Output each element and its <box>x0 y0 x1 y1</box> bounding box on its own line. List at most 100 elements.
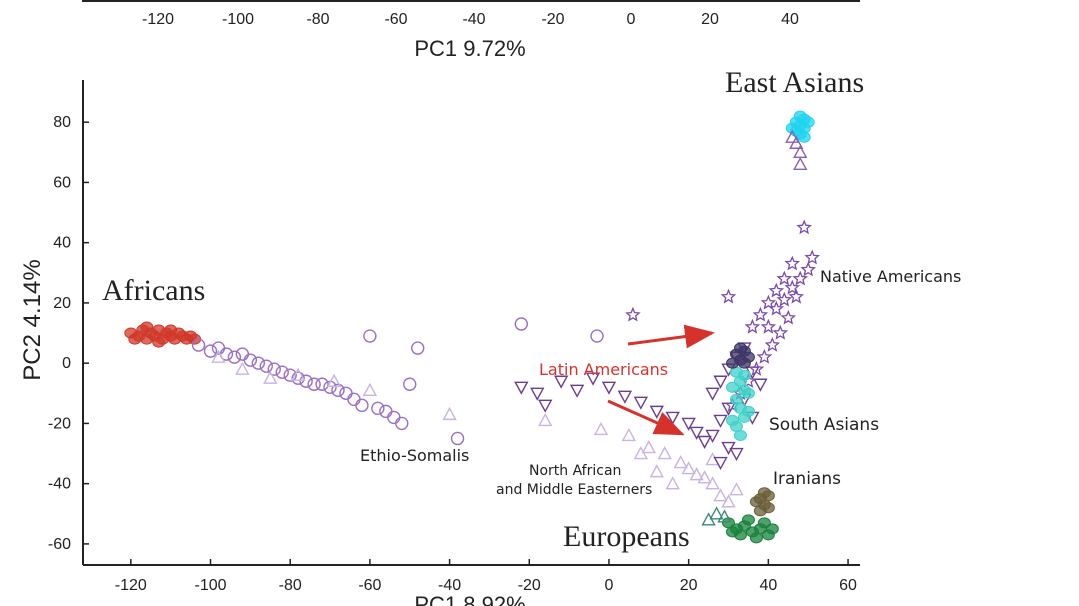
circle-point <box>339 386 353 400</box>
inverted-triangle-point <box>585 372 601 386</box>
circle-point <box>307 377 321 391</box>
inverted-triangle-point <box>601 381 617 395</box>
triangle-point <box>538 412 553 427</box>
star-point <box>760 318 777 334</box>
triangle-point <box>621 428 637 442</box>
x-tick-label: -120 <box>115 577 147 594</box>
cluster-point <box>749 532 763 544</box>
y-tick-label: -20 <box>48 415 71 432</box>
cluster-point <box>152 336 166 348</box>
x-tick-label: 60 <box>839 577 857 594</box>
triangle-point <box>709 506 724 520</box>
inverted-triangle-point <box>633 396 649 410</box>
annotation-label: Latin Americans <box>539 360 668 379</box>
x-tick-label: 0 <box>605 577 614 594</box>
inverted-triangle-point <box>705 429 720 443</box>
inverted-triangle-point <box>713 375 728 389</box>
cluster-point <box>785 122 799 134</box>
inverted-triangle-point <box>538 399 553 413</box>
x-tick-label: -80 <box>279 577 302 594</box>
circle-point <box>590 329 604 343</box>
triangle-point <box>657 446 672 460</box>
star-point <box>796 219 812 235</box>
cluster-point <box>737 369 751 381</box>
circle-point <box>363 329 377 343</box>
triangle-point <box>689 467 704 481</box>
triangle-point <box>442 406 457 421</box>
x-tick-label: 40 <box>759 577 777 594</box>
circle-point <box>403 377 417 391</box>
axes-layer: -120 -100 -80 -60 -40 -20 0 20 40 60 -60 -40 -20 0 20 4… <box>19 80 860 606</box>
triangle-point <box>717 509 732 523</box>
x-tick-label: -20 <box>518 577 541 594</box>
circle-point <box>259 359 273 373</box>
triangle-point <box>290 367 306 381</box>
triangle-point <box>705 476 720 490</box>
star-point <box>744 318 761 334</box>
cluster-point <box>164 324 178 336</box>
circle-point <box>267 362 281 376</box>
arrow-to-upper-cluster <box>627 324 715 349</box>
annotation-label: Iranians <box>773 469 841 489</box>
annotation-label: Africans <box>102 274 205 307</box>
star-point <box>768 282 785 298</box>
triangle-point <box>721 494 736 508</box>
top-axis-tick-label: -60 <box>384 11 407 28</box>
cluster-point <box>757 487 771 499</box>
y-tick-label: 20 <box>53 295 71 312</box>
inverted-triangle-point <box>514 381 529 395</box>
top-axis-tick-label: -80 <box>306 11 329 28</box>
star-point <box>748 361 765 376</box>
star-point <box>756 348 773 364</box>
star-point <box>752 306 769 322</box>
circle-point <box>371 401 385 416</box>
inverted-triangle-point <box>649 405 664 419</box>
cluster-point <box>725 381 739 393</box>
triangle-point <box>326 373 342 387</box>
circle-point <box>191 338 206 352</box>
labels-layer: East Asians Africans Native Americans Latin… <box>102 66 961 553</box>
triangle-point <box>593 421 609 436</box>
triangle-point <box>697 470 712 484</box>
inverted-triangle-point <box>697 435 712 449</box>
triangle-point <box>649 464 664 478</box>
cluster-point <box>725 414 739 426</box>
x-tick-label: -100 <box>194 577 226 594</box>
annotation-label: East Asians <box>725 66 864 99</box>
y-axis-label: PC2 4.14% <box>19 259 46 380</box>
arrow-to-lower-cluster <box>607 399 685 436</box>
x-tick-label: 20 <box>680 577 698 594</box>
top-axis-tick-label: -120 <box>142 11 174 28</box>
inverted-triangle-point <box>553 375 569 389</box>
inverted-triangle-point <box>617 390 633 404</box>
star-point <box>764 336 781 352</box>
inverted-triangle-point <box>713 456 728 471</box>
top-axis-tick-label: -40 <box>462 11 485 28</box>
star-point <box>776 291 793 307</box>
top-axis-tick-label: 20 <box>701 11 719 28</box>
star-point <box>784 279 800 295</box>
star-point <box>784 255 800 271</box>
triangle-point <box>681 461 696 475</box>
annotation-label: Native Americans <box>820 267 961 286</box>
triangle-point <box>362 382 378 396</box>
circle-point <box>355 398 369 413</box>
circle-point <box>347 392 361 407</box>
inverted-triangle-point <box>530 387 545 401</box>
circle-point <box>395 416 409 431</box>
circle-point <box>411 341 425 355</box>
circle-point <box>299 374 313 388</box>
cluster-point <box>729 393 743 405</box>
points-layer <box>124 110 821 544</box>
inverted-triangle-point <box>665 411 680 425</box>
cluster-point <box>797 131 811 143</box>
top-axis-tick-label: -20 <box>541 11 564 28</box>
inverted-triangle-point <box>729 447 744 462</box>
triangle-point <box>785 129 800 143</box>
triangle-point <box>729 482 744 496</box>
annotation-label: Ethio-Somalis <box>360 446 469 465</box>
circle-point <box>243 353 258 367</box>
triangle-point <box>665 476 680 490</box>
cluster-point <box>765 523 779 535</box>
